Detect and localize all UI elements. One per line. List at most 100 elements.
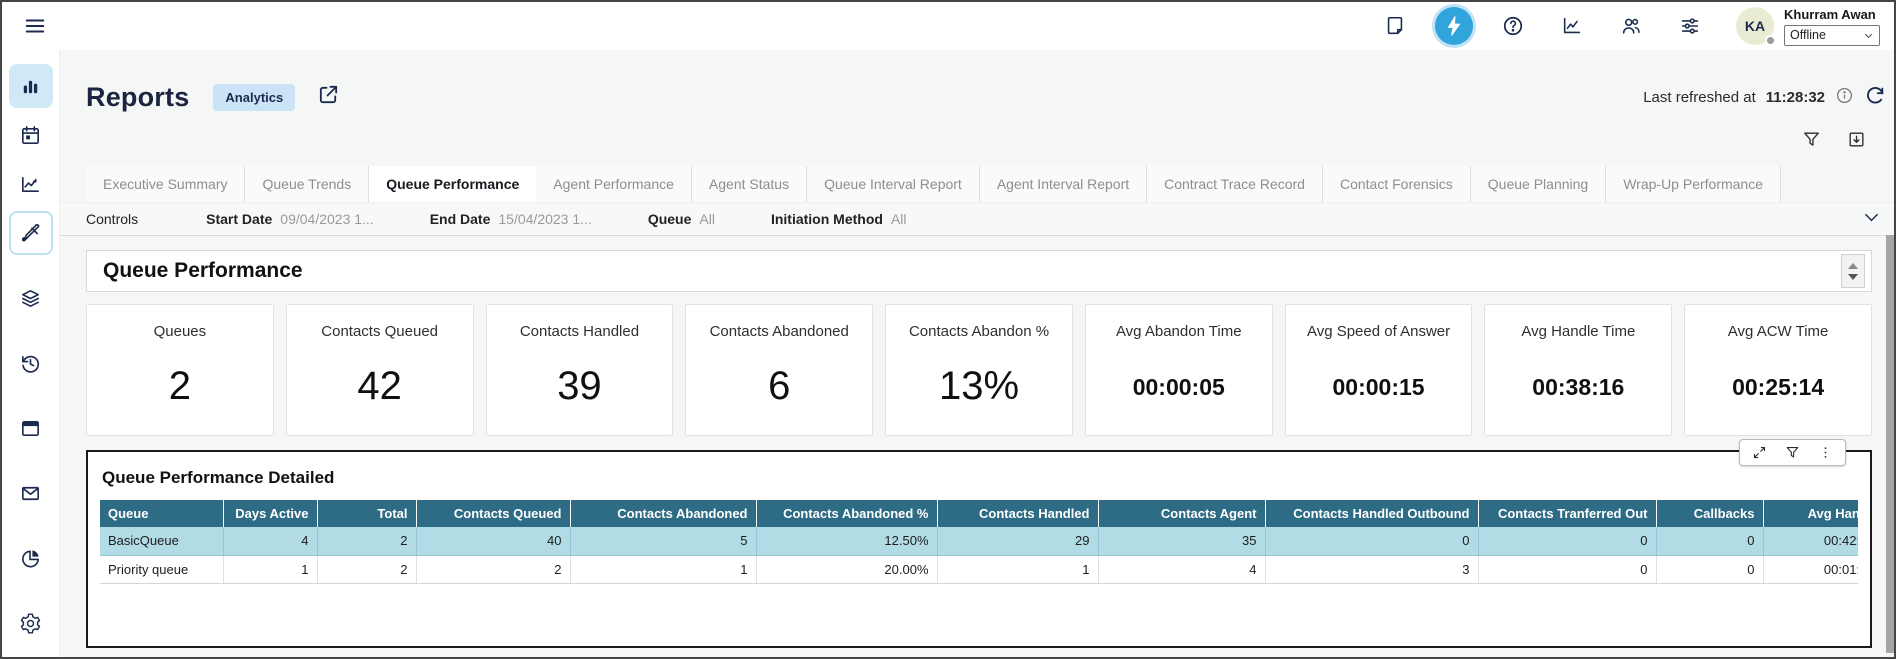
widget-title: Queue Performance Detailed [102,468,335,487]
section-scroll-spinner[interactable] [1841,254,1865,288]
bar-chart-icon [23,80,38,93]
notes-icon[interactable] [1376,7,1414,45]
spinner-up-icon[interactable] [1848,262,1858,269]
filter-initiation-method[interactable]: Initiation Method All [770,211,907,227]
metric-card-avg-speed-of-answer: Avg Speed of Answer 00:00:15 [1284,304,1473,436]
controls-label: Controls [86,211,139,227]
metric-card-avg-acw-time: Avg ACW Time 00:25:14 [1684,304,1872,436]
col-queue[interactable]: Queue [100,500,224,527]
metric-card-contacts-abandoned: Contacts Abandoned 6 [685,304,874,436]
sidebar-item-settings[interactable] [9,601,53,645]
tab-contact-forensics[interactable]: Contact Forensics [1322,166,1471,202]
tab-agent-performance[interactable]: Agent Performance [536,166,692,202]
col-contacts-queued[interactable]: Contacts Queued [416,500,571,527]
user-name: Khurram Awan [1784,6,1876,22]
line-chart-icon [22,176,39,192]
sidebar [2,50,60,657]
section-title-bar: Queue Performance [86,250,1872,292]
page-title: Reports [86,81,190,112]
col-contacts-tranferred-out[interactable]: Contacts Tranferred Out [1478,500,1657,527]
tab-queue-trends[interactable]: Queue Trends [245,166,370,202]
spinner-down-icon[interactable] [1848,273,1858,280]
quick-actions-icon[interactable] [1435,7,1473,45]
settings-sliders-icon[interactable] [1671,7,1709,45]
status-dot [1765,35,1776,46]
help-icon[interactable] [1494,7,1532,45]
calendar-icon [22,125,39,144]
sidebar-item-reports-pie[interactable] [9,536,53,580]
analytics-badge: Analytics [213,83,296,111]
filter-funnel-icon[interactable] [1802,130,1821,154]
tab-wrap-up-performance[interactable]: Wrap-Up Performance [1606,166,1782,202]
mail-icon [22,486,39,500]
col-contacts-handled-outbound[interactable]: Contacts Handled Outbound [1265,500,1479,527]
sidebar-item-calendar[interactable] [9,113,53,157]
status-select[interactable]: Offline [1784,24,1880,46]
layers-icon [22,289,39,307]
col-days-active[interactable]: Days Active [223,500,318,527]
table-row-priority-queue[interactable]: Priority queue 1 2 2 1 20.00% 1 4 3 0 0 [100,555,1858,584]
tab-queue-interval-report[interactable]: Queue Interval Report [807,166,980,202]
col-contacts-agent[interactable]: Contacts Agent [1098,500,1266,527]
export-download-icon[interactable] [1847,130,1866,154]
tab-agent-status[interactable]: Agent Status [691,166,808,202]
queue-performance-detailed-widget[interactable]: Queue Performance Detailed Queue Days Ac… [86,439,1872,648]
paintbrush-icon [21,223,40,242]
open-external-icon[interactable] [317,83,340,111]
chevron-down-icon [1864,33,1873,38]
sidebar-item-history[interactable] [9,341,53,385]
last-refreshed-time: 11:28:32 [1765,88,1825,106]
sidebar-item-trends[interactable] [9,162,53,206]
col-avg-handle[interactable]: Avg Handl. [1763,500,1858,527]
col-callbacks[interactable]: Callbacks [1656,500,1764,527]
metrics-icon[interactable] [1553,7,1591,45]
sidebar-item-mail[interactable] [9,471,53,515]
browser-window-icon [22,420,39,436]
sidebar-item-window[interactable] [9,406,53,450]
report-tabs: Executive Summary Queue Trends Queue Per… [86,166,1872,202]
filter-end-date[interactable]: End Date 15/04/2023 1... [429,211,592,227]
section-title: Queue Performance [103,259,303,282]
table-header-row: Queue Days Active Total Contacts Queued … [100,500,1858,527]
queue-performance-table: Queue Days Active Total Contacts Queued … [100,500,1858,584]
tab-queue-planning[interactable]: Queue Planning [1470,166,1607,202]
expand-icon[interactable] [1752,445,1767,460]
tab-executive-summary[interactable]: Executive Summary [86,166,246,202]
detail-table-container: Queue Days Active Total Contacts Queued … [100,500,1858,584]
widget-filter-icon[interactable] [1785,445,1800,460]
col-contacts-handled[interactable]: Contacts Handled [937,500,1099,527]
table-row-basicqueue[interactable]: BasicQueue 4 2 40 5 12.50% 29 35 0 0 0 [100,527,1858,556]
metric-card-contacts-handled: Contacts Handled 39 [485,304,674,436]
metric-card-avg-handle-time: Avg Handle Time 00:38:16 [1484,304,1673,436]
filter-start-date[interactable]: Start Date 09/04/2023 1... [206,211,374,227]
tab-agent-interval-report[interactable]: Agent Interval Report [979,166,1148,202]
tab-queue-performance[interactable]: Queue Performance [369,166,537,202]
sidebar-item-layers[interactable] [9,276,53,320]
main-content: Reports Analytics Last refreshed at 11:2… [60,50,1894,657]
col-contacts-abandoned-pct[interactable]: Contacts Abandoned % [756,500,938,527]
kebab-menu-icon[interactable] [1818,445,1833,460]
users-icon[interactable] [1612,7,1650,45]
metric-card-avg-abandon-time: Avg Abandon Time 00:00:05 [1084,304,1273,436]
controls-collapse-chevron-icon[interactable] [1863,209,1880,229]
sidebar-item-design[interactable] [8,211,53,255]
hamburger-menu-icon[interactable] [16,7,54,45]
col-total[interactable]: Total [317,500,417,527]
widget-toolbar [1739,439,1846,466]
col-contacts-abandoned[interactable]: Contacts Abandoned [570,500,757,527]
pie-chart-icon [22,549,39,567]
last-refreshed-label: Last refreshed at [1643,88,1756,106]
refresh-icon[interactable] [1864,84,1886,110]
sidebar-item-analytics[interactable] [8,64,53,108]
avatar[interactable]: KA [1736,7,1776,46]
controls-bar: Controls Start Date 09/04/2023 1... End … [60,202,1894,236]
metric-card-contacts-queued: Contacts Queued 42 [285,304,474,436]
filter-queue[interactable]: Queue All [647,211,715,227]
metric-cards: Queues 2 Contacts Queued 42 Contacts Handl… [86,304,1872,436]
info-icon[interactable] [1835,86,1854,109]
tab-contract-trace-record[interactable]: Contract Trace Record [1147,166,1323,202]
history-icon [22,355,40,373]
vertical-scrollbar[interactable] [1886,235,1894,653]
gear-icon [20,612,41,634]
